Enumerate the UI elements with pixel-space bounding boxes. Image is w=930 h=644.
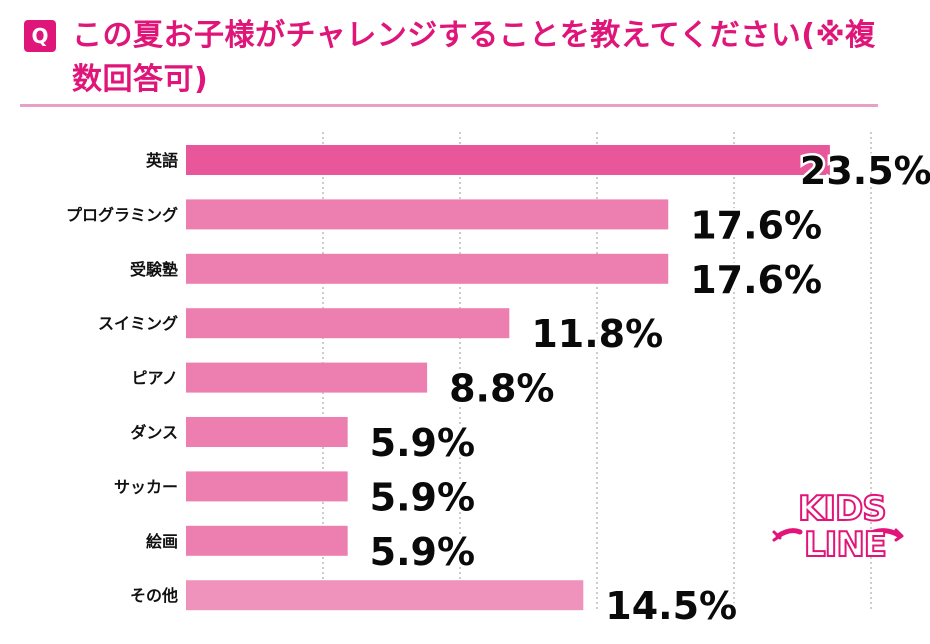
logo-text-line: LINE [803,525,888,565]
value-label: 5.9% [370,530,475,574]
bar-6 [186,417,348,447]
value-label: 17.6% [690,258,822,302]
category-label: 絵画 [146,532,178,551]
page-title: この夏お子様がチャレンジすることを教えてください(※複数回答可) [72,18,876,97]
category-label: スイミング [98,314,178,333]
value-label: 17.6% [690,203,822,247]
bar-8 [186,525,348,556]
value-label: 14.5% [605,584,737,628]
bar-3 [186,253,669,284]
value-label: 8.8% [449,367,554,411]
logo-figure-icon [772,528,904,542]
value-label: 23.5% [800,149,930,193]
category-label: ダンス [130,423,178,442]
category-label: 英語 [145,151,178,170]
value-label: 5.9% [370,421,475,465]
bar-4 [186,308,510,339]
category-label: ピアノ [131,369,178,388]
category-label: サッカー [114,477,178,496]
logo-text-kids: KIDS [797,489,888,529]
category-label: プログラミング [66,205,178,224]
category-label: 受験塾 [130,260,178,279]
bar-7 [186,471,348,502]
bar-5 [186,362,428,393]
value-label: 11.8% [531,312,663,356]
title-divider [20,104,878,107]
category-label: その他 [130,586,178,605]
question-badge: Q [24,20,56,52]
kidsline-logo: KIDS LINE [770,489,910,572]
bar-9 [186,580,584,611]
bar-1 [186,145,830,175]
value-label: 5.9% [370,475,475,519]
bar-2 [186,199,669,230]
